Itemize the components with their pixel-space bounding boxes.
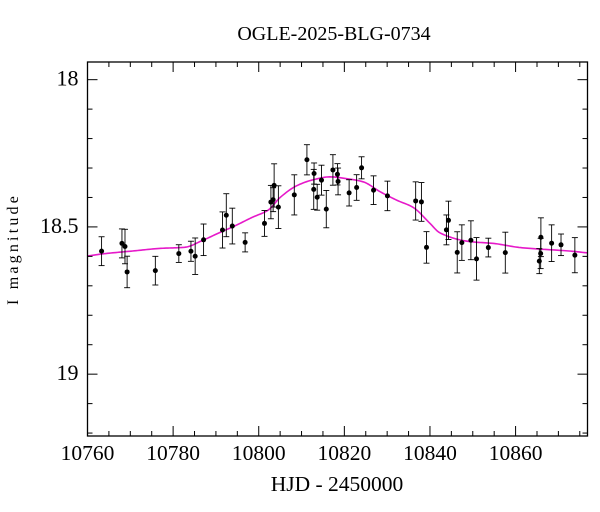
svg-text:10840: 10840 bbox=[403, 441, 457, 465]
svg-text:18.5: 18.5 bbox=[40, 213, 79, 238]
svg-text:19: 19 bbox=[57, 360, 79, 385]
svg-text:I magnitude: I magnitude bbox=[5, 193, 22, 305]
svg-text:10800: 10800 bbox=[232, 441, 286, 465]
svg-text:OGLE-2025-BLG-0734: OGLE-2025-BLG-0734 bbox=[237, 23, 430, 45]
svg-text:10860: 10860 bbox=[489, 441, 543, 465]
svg-text:10760: 10760 bbox=[61, 441, 115, 465]
svg-text:10780: 10780 bbox=[146, 441, 200, 465]
svg-text:18: 18 bbox=[57, 66, 79, 91]
svg-text:HJD - 2450000: HJD - 2450000 bbox=[271, 472, 404, 496]
svg-text:10820: 10820 bbox=[317, 441, 371, 465]
